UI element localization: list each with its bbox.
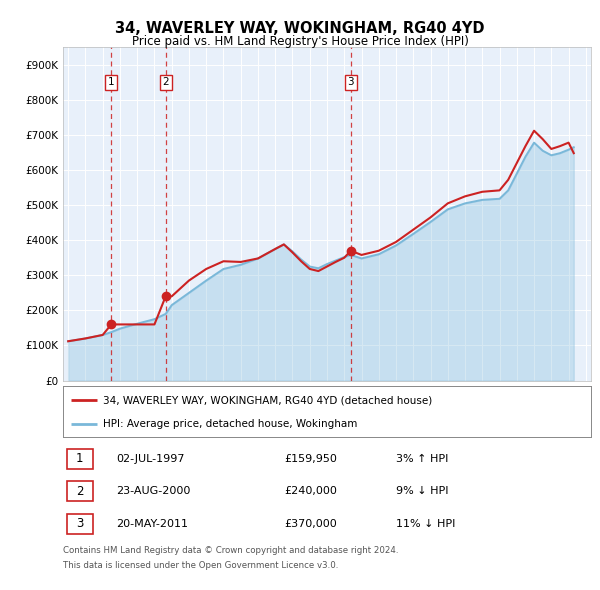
Text: 2: 2 [163, 77, 169, 87]
Text: 3: 3 [347, 77, 354, 87]
Text: 3% ↑ HPI: 3% ↑ HPI [395, 454, 448, 464]
Text: 9% ↓ HPI: 9% ↓ HPI [395, 486, 448, 496]
Text: 1: 1 [76, 452, 83, 466]
Text: This data is licensed under the Open Government Licence v3.0.: This data is licensed under the Open Gov… [63, 560, 338, 569]
FancyBboxPatch shape [67, 481, 92, 502]
Text: £159,950: £159,950 [285, 454, 338, 464]
Text: 34, WAVERLEY WAY, WOKINGHAM, RG40 4YD: 34, WAVERLEY WAY, WOKINGHAM, RG40 4YD [115, 21, 485, 35]
Text: £370,000: £370,000 [285, 519, 338, 529]
Text: 23-AUG-2000: 23-AUG-2000 [116, 486, 190, 496]
Text: 11% ↓ HPI: 11% ↓ HPI [395, 519, 455, 529]
Text: 2: 2 [76, 484, 83, 498]
Text: 34, WAVERLEY WAY, WOKINGHAM, RG40 4YD (detached house): 34, WAVERLEY WAY, WOKINGHAM, RG40 4YD (d… [103, 395, 432, 405]
Text: Price paid vs. HM Land Registry's House Price Index (HPI): Price paid vs. HM Land Registry's House … [131, 35, 469, 48]
Text: £240,000: £240,000 [285, 486, 338, 496]
Text: HPI: Average price, detached house, Wokingham: HPI: Average price, detached house, Woki… [103, 418, 357, 428]
FancyBboxPatch shape [67, 513, 92, 534]
Text: 02-JUL-1997: 02-JUL-1997 [116, 454, 184, 464]
Text: 20-MAY-2011: 20-MAY-2011 [116, 519, 188, 529]
Text: 1: 1 [108, 77, 115, 87]
Text: 3: 3 [76, 517, 83, 530]
Text: Contains HM Land Registry data © Crown copyright and database right 2024.: Contains HM Land Registry data © Crown c… [63, 546, 398, 555]
FancyBboxPatch shape [67, 448, 92, 469]
